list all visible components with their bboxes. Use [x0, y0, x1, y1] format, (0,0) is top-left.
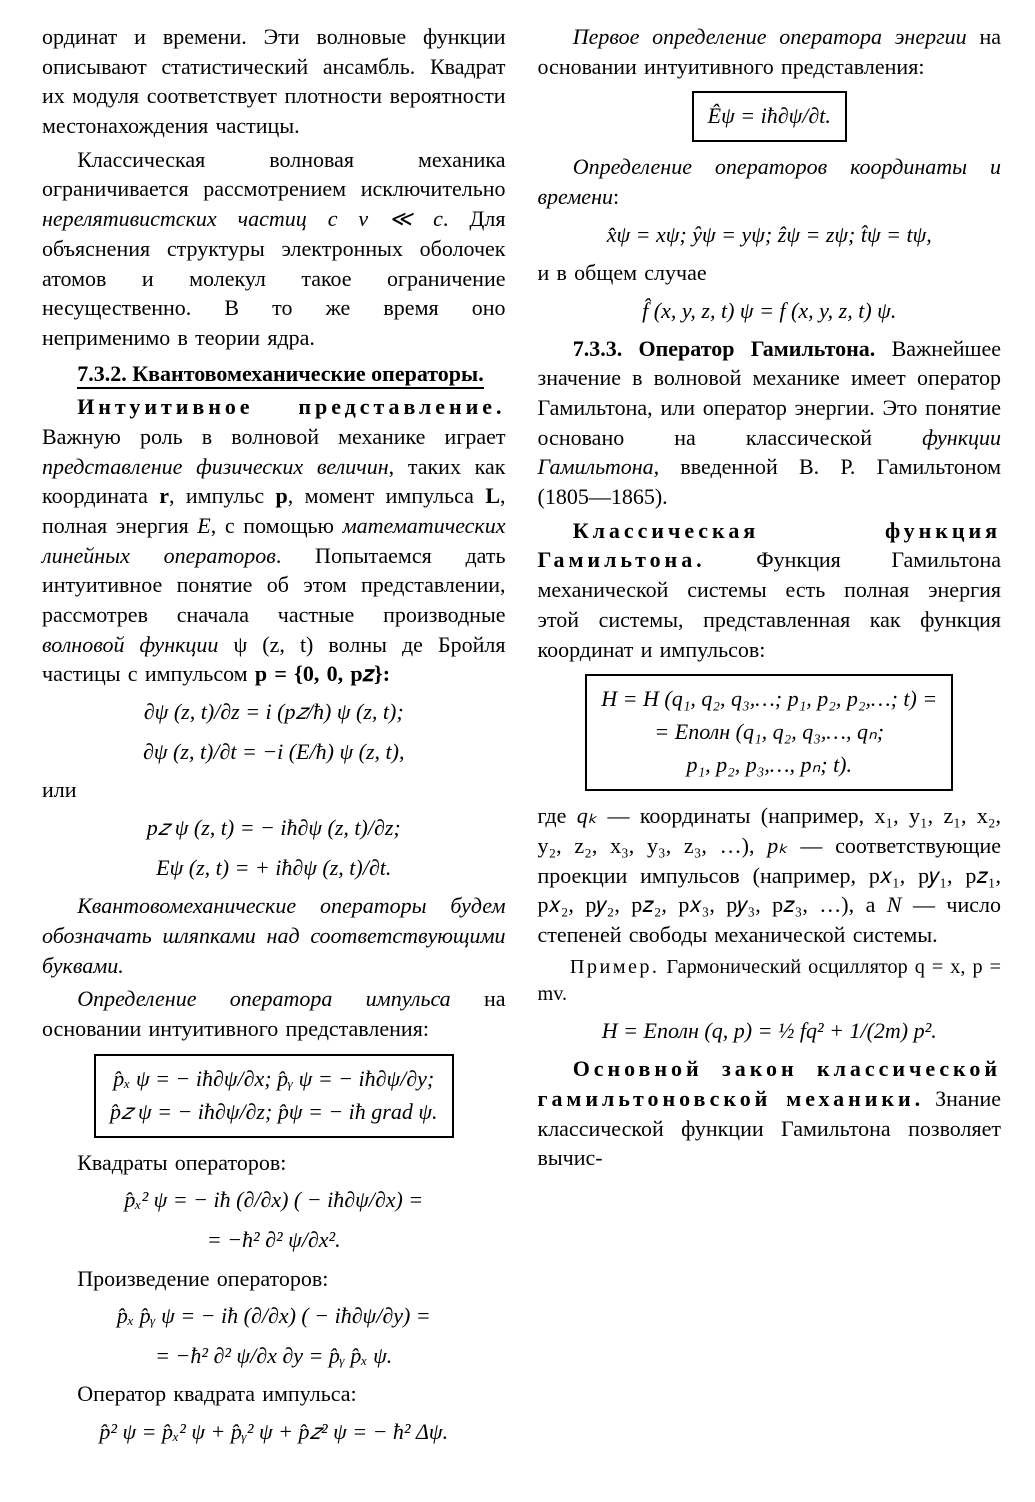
heading-7-3-2: 7.3.2. Квантовомеханические операторы. — [42, 359, 506, 389]
para-hat-note: Квантовомеханические операторы будем обо… — [42, 891, 506, 980]
label-or: или — [42, 775, 506, 805]
formula-product-b: = −ħ² ∂² ψ/∂x ∂y = p̂ᵧ p̂ₓ ψ. — [42, 1339, 506, 1373]
para-intuitive: Интуитивное представление. Важную роль в… — [42, 392, 506, 689]
formula-product-a: p̂ₓ p̂ᵧ ψ = − iħ (∂/∂x) ( − iħ∂ψ/∂y) = — [42, 1299, 506, 1333]
para-product-label: Произведение операторов: — [42, 1264, 506, 1294]
formula-E-psi: Eψ (z, t) = + iħ∂ψ (z, t)/∂t. — [42, 851, 506, 885]
para-momentum-def: Определение оператора импульса на основа… — [42, 984, 506, 1043]
box-momentum-operator: p̂ₓ ψ = − iħ∂ψ/∂x; p̂ᵧ ψ = − iħ∂ψ/∂y; p̂… — [94, 1054, 454, 1138]
para-main-law: Основной закон классической гамильтоновс… — [538, 1054, 1002, 1173]
formula-coord-ops: x̂ψ = xψ; ŷψ = yψ; ẑψ = zψ; t̂ψ = tψ, — [538, 218, 1002, 252]
para-coord-def: Определение операторов координаты и врем… — [538, 152, 1002, 211]
para-where-qk: где qₖ — координаты (например, x₁, y₁, z… — [538, 801, 1002, 949]
box-hamiltonian: H = H (q₁, q₂, q₃,…; p₁, p₂, p₂,…; t) = … — [585, 674, 953, 791]
para-general-case: и в общем случае — [538, 258, 1002, 288]
para-1: ординат и времени. Эти волновые функции … — [42, 22, 506, 141]
para-2: Классическая волновая механика ограничив… — [42, 145, 506, 353]
formula-px2-a: p̂ₓ² ψ = − iħ (∂/∂x) ( − iħ∂ψ/∂x) = — [42, 1183, 506, 1217]
para-energy-def: Первое определение оператора энергии на … — [538, 22, 1002, 81]
heading-7-3-3: 7.3.3. Оператор Гамильтона. Важнейшее зн… — [538, 334, 1002, 512]
formula-dpsi-dz: ∂ψ (z, t)/∂z = i (p𝑧/ħ) ψ (z, t); — [42, 695, 506, 729]
para-example: Пример. Гармонический осциллятор q = x, … — [538, 954, 1002, 1009]
para-psq-label: Оператор квадрата импульса: — [42, 1379, 506, 1409]
formula-H-oscillator: H = Eполн (q, p) = ½ fq² + 1/(2m) p². — [538, 1014, 1002, 1048]
para-squares-label: Квадраты операторов: — [42, 1148, 506, 1178]
formula-px2-b: = −ħ² ∂² ψ/∂x². — [42, 1223, 506, 1257]
para-classical-hamilton: Классическая функция Гамильтона. Функция… — [538, 516, 1002, 664]
formula-pz-psi: p𝑧 ψ (z, t) = − iħ∂ψ (z, t)/∂z; — [42, 811, 506, 845]
formula-dpsi-dt: ∂ψ (z, t)/∂t = −i (E/ħ) ψ (z, t), — [42, 735, 506, 769]
formula-psq: p̂² ψ = p̂ₓ² ψ + p̂ᵧ² ψ + p̂𝑧² ψ = − ħ² … — [42, 1415, 506, 1449]
box-energy-operator: Êψ = iħ∂ψ/∂t. — [692, 91, 847, 142]
formula-fhat: f̂ (x, y, z, t) ψ = f (x, y, z, t) ψ. — [538, 294, 1002, 328]
